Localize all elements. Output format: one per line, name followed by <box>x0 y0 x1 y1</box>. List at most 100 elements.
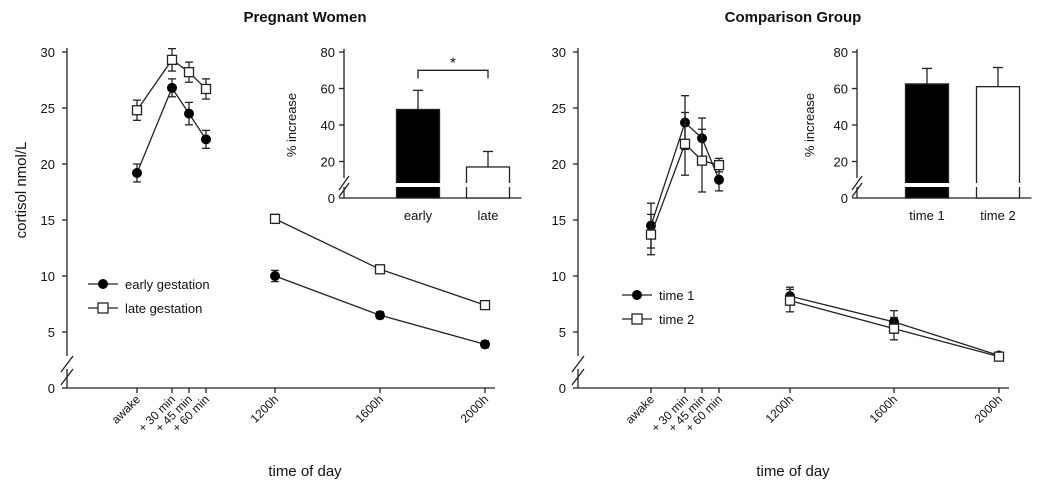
data-point <box>167 82 177 93</box>
inset-bar-chart: 0 20 40 60 80 % increase early late * <box>284 45 522 223</box>
data-point <box>993 351 1005 362</box>
inset-x-tick-label: time 1 <box>909 208 944 223</box>
data-point <box>479 299 491 311</box>
axis-break-mark <box>851 182 863 198</box>
inset-y-tick-label: 80 <box>834 45 848 60</box>
inset-y-axis-label: % increase <box>802 93 817 157</box>
inset-y-tick-label: 20 <box>321 155 335 170</box>
axis-break-mark <box>571 355 585 373</box>
data-point <box>714 174 724 185</box>
data-point <box>696 155 708 166</box>
panel-title: Pregnant Women <box>243 9 366 26</box>
inset-y-tick-label: 40 <box>321 118 335 133</box>
data-point <box>713 159 725 171</box>
legend: time 1 time 2 <box>622 288 694 327</box>
legend-label: late gestation <box>125 301 202 316</box>
inset-bar <box>465 166 511 199</box>
y-tick-label: 15 <box>552 213 566 228</box>
x-tick-label: 2000h <box>458 392 491 425</box>
inset-x-tick-label: late <box>478 208 499 223</box>
x-axis-label: time of day <box>756 463 830 480</box>
data-point <box>375 310 385 321</box>
series-line-0 <box>274 275 486 345</box>
y-axis-label: cortisol nmol/L <box>13 142 30 239</box>
series-line-1 <box>274 218 486 306</box>
data-point <box>166 54 178 65</box>
data-point <box>374 264 386 275</box>
x-tick-label: 1200h <box>248 392 281 425</box>
panel-comparison-group: Comparison Group time of day 0 5 10 15 20 25 3… <box>552 9 1032 480</box>
data-point <box>480 339 490 350</box>
legend-marker <box>631 313 643 325</box>
axis-break-mark <box>338 175 350 191</box>
y-tick-label: 30 <box>552 45 566 60</box>
inset-y-tick-label: 40 <box>834 118 848 133</box>
inset-y-tick-label: 0 <box>328 191 335 206</box>
inset-y-axis-label: % increase <box>284 93 299 157</box>
bar-break-gap <box>974 183 1022 187</box>
inset-bar <box>975 86 1021 199</box>
legend-label: early gestation <box>125 277 210 292</box>
inset-y-tick-label: 0 <box>841 191 848 206</box>
legend-label: time 1 <box>659 288 694 303</box>
axis-break-mark <box>851 175 863 191</box>
inset-y-tick-label: 60 <box>321 82 335 97</box>
data-point <box>645 229 657 240</box>
inset-bar-chart: 0 20 40 60 80 % increase time 1 time 2 <box>802 45 1032 223</box>
significance-bracket <box>417 69 489 79</box>
x-tick-label: 1200h <box>763 392 796 425</box>
legend: early gestation late gestation <box>88 277 210 316</box>
bar-break-gap <box>464 183 512 187</box>
axis-break-mark <box>571 368 585 386</box>
y-tick-label: 30 <box>41 45 55 60</box>
y-tick-label: 5 <box>559 325 566 340</box>
data-point <box>132 167 142 178</box>
significance-marker: * <box>450 54 456 71</box>
inset-y-tick-label: 80 <box>321 45 335 60</box>
panel-pregnant-women: Pregnant Women time of day cortisol nmol… <box>13 9 522 480</box>
y-tick-label: 0 <box>559 381 566 396</box>
y-tick-label: 25 <box>552 101 566 116</box>
panel-title: Comparison Group <box>725 9 862 26</box>
data-point <box>270 271 280 281</box>
x-tick-label: 2000h <box>972 392 1005 425</box>
legend-marker <box>97 302 109 314</box>
bar-break-gap <box>903 183 951 187</box>
axis-break-mark <box>338 182 350 198</box>
y-tick-label: 5 <box>48 325 55 340</box>
y-tick-label: 0 <box>48 381 55 396</box>
y-tick-label: 25 <box>41 101 55 116</box>
inset-y-tick-label: 20 <box>834 155 848 170</box>
bar-break-gap <box>394 183 442 187</box>
y-tick-label: 20 <box>552 157 566 172</box>
data-point <box>269 213 281 225</box>
legend-marker <box>632 290 642 300</box>
y-tick-label: 10 <box>41 269 55 284</box>
data-point <box>888 323 900 334</box>
series-line-0 <box>650 121 720 226</box>
series-line-0 <box>136 86 207 174</box>
inset-x-tick-label: early <box>404 208 433 223</box>
data-point <box>184 108 194 119</box>
inset-y-tick-label: 60 <box>834 82 848 97</box>
data-point <box>131 105 143 116</box>
x-axis-label: time of day <box>268 463 342 480</box>
y-tick-label: 15 <box>41 213 55 228</box>
axis-break-mark <box>60 368 74 386</box>
inset-bar <box>904 83 950 199</box>
series-line-1 <box>650 142 720 235</box>
data-point <box>200 83 212 95</box>
data-point <box>183 67 195 78</box>
data-point <box>679 138 691 149</box>
y-tick-label: 20 <box>41 157 55 172</box>
inset-x-tick-label: time 2 <box>980 208 1015 223</box>
x-tick-label: 1600h <box>353 392 386 425</box>
x-tick-label: 1600h <box>867 392 900 425</box>
y-tick-label: 10 <box>552 269 566 284</box>
legend-label: time 2 <box>659 312 694 327</box>
series-line-1 <box>136 58 207 111</box>
axis-break-mark <box>60 355 74 373</box>
data-point <box>784 295 796 306</box>
legend-marker <box>98 279 108 289</box>
